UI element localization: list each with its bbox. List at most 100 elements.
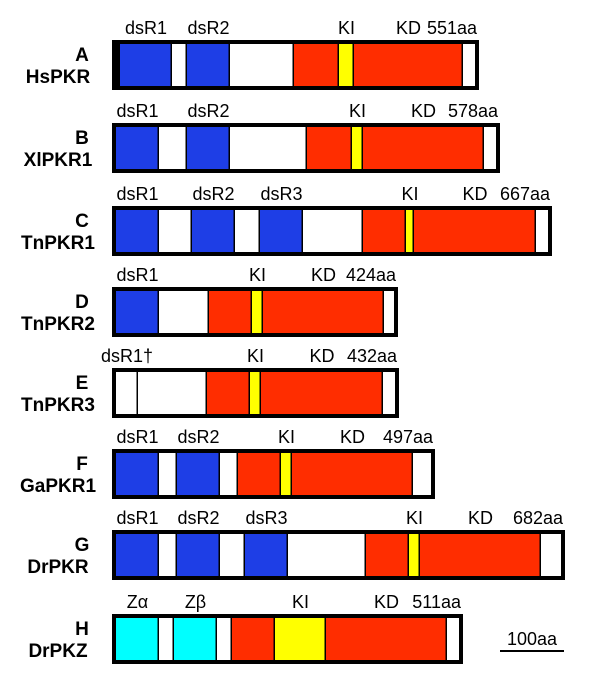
domain-label: KI bbox=[406, 508, 423, 528]
domain-segment-b bbox=[192, 210, 235, 252]
domain-segment-y bbox=[409, 534, 420, 576]
domain-segment-k bbox=[116, 44, 120, 86]
domain-segment-w bbox=[220, 453, 238, 495]
domain-label: dsR1 bbox=[116, 265, 158, 285]
domain-segment-w bbox=[384, 291, 394, 333]
domain-label: KI bbox=[278, 427, 295, 447]
domain-label: KD bbox=[340, 427, 365, 447]
domain-label: KI bbox=[249, 265, 266, 285]
domain-label: KD bbox=[411, 101, 436, 121]
domain-segment-y bbox=[281, 453, 292, 495]
domain-segment-w bbox=[159, 453, 177, 495]
domain-segment-r bbox=[294, 44, 339, 86]
protein-outline bbox=[112, 449, 435, 499]
domain-segment-r bbox=[326, 618, 447, 660]
domain-label: KD bbox=[374, 592, 399, 612]
domain-label: KI bbox=[349, 101, 366, 121]
domain-label: dsR1 bbox=[116, 184, 158, 204]
domain-label: KD bbox=[468, 508, 493, 528]
domain-segment-b bbox=[116, 291, 159, 333]
domain-segment-w bbox=[159, 618, 174, 660]
domain-segment-y bbox=[250, 372, 261, 414]
panel-letter: H bbox=[75, 619, 89, 640]
panel-letter: F bbox=[76, 454, 88, 475]
domain-label: dsR2 bbox=[177, 427, 219, 447]
length-label: 667aa bbox=[500, 184, 551, 204]
domain-segment-b bbox=[116, 534, 159, 576]
domain-segment-w bbox=[447, 618, 459, 660]
domain-segment-w bbox=[541, 534, 561, 576]
scale-bar-label: 100aa bbox=[507, 629, 558, 649]
length-label: 682aa bbox=[513, 508, 564, 528]
domain-segment-w bbox=[138, 372, 207, 414]
domain-segment-y bbox=[339, 44, 354, 86]
domain-segment-y bbox=[252, 291, 263, 333]
protein-name: HsPKR bbox=[26, 67, 91, 88]
domain-segment-r bbox=[263, 291, 384, 333]
domain-segment-w bbox=[116, 372, 138, 414]
domain-segment-b bbox=[116, 127, 159, 169]
domain-label: dsR1 bbox=[125, 18, 167, 38]
domain-segment-b bbox=[187, 44, 230, 86]
panel-letter: C bbox=[75, 211, 89, 232]
length-label: 497aa bbox=[383, 427, 434, 447]
domain-label: Zα bbox=[127, 592, 148, 612]
domain-label: dsR1 bbox=[116, 101, 158, 121]
domain-segment-w bbox=[159, 534, 177, 576]
domain-segment-b bbox=[120, 44, 172, 86]
domain-segment-r bbox=[209, 291, 252, 333]
domain-segment-w bbox=[484, 127, 496, 169]
domain-segment-y bbox=[406, 210, 414, 252]
domain-segment-w bbox=[463, 44, 475, 86]
domain-segment-b bbox=[245, 534, 288, 576]
domain-segment-b bbox=[116, 453, 159, 495]
domain-label: KI bbox=[338, 18, 355, 38]
length-label: 432aa bbox=[347, 346, 398, 366]
domain-segment-y bbox=[352, 127, 363, 169]
protein-outline bbox=[112, 368, 399, 418]
domain-segment-r bbox=[238, 453, 281, 495]
protein-outline bbox=[112, 530, 565, 580]
length-label: 578aa bbox=[448, 101, 499, 121]
protein-outline bbox=[112, 40, 479, 90]
domain-segment-r bbox=[292, 453, 413, 495]
length-label: 511aa bbox=[412, 592, 462, 612]
domain-label: KD bbox=[462, 184, 487, 204]
domain-label: dsR1† bbox=[101, 346, 153, 366]
domain-label: dsR1 bbox=[116, 508, 158, 528]
protein-name: TnPKR1 bbox=[21, 233, 95, 254]
domain-segment-r bbox=[261, 372, 383, 414]
domain-segment-b bbox=[187, 127, 230, 169]
domain-label: Zβ bbox=[185, 592, 206, 612]
scale-bar-group: 100aa bbox=[500, 629, 564, 652]
domain-segment-w bbox=[536, 210, 548, 252]
domain-segment-c bbox=[174, 618, 217, 660]
length-label: 424aa bbox=[346, 265, 397, 285]
domain-segment-r bbox=[363, 127, 484, 169]
panel-letter: D bbox=[75, 292, 89, 313]
domain-segment-y bbox=[275, 618, 326, 660]
domain-label: dsR3 bbox=[245, 508, 287, 528]
domain-segment-r bbox=[307, 127, 352, 169]
domain-label: KI bbox=[247, 346, 264, 366]
protein-outline bbox=[112, 206, 552, 256]
domain-segment-b bbox=[116, 210, 159, 252]
domain-label: dsR3 bbox=[260, 184, 302, 204]
domain-segment-r bbox=[232, 618, 275, 660]
domain-segment-w bbox=[383, 372, 395, 414]
panel-letter: A bbox=[75, 45, 89, 66]
domain-segment-r bbox=[420, 534, 541, 576]
panel-letter: E bbox=[76, 373, 89, 394]
domain-label: dsR1 bbox=[116, 427, 158, 447]
panel-letter: G bbox=[75, 535, 90, 556]
protein-name: TnPKR2 bbox=[21, 314, 95, 335]
protein-name: DrPKR bbox=[27, 557, 89, 578]
domain-segment-r bbox=[363, 210, 406, 252]
domain-segment-w bbox=[230, 44, 294, 86]
